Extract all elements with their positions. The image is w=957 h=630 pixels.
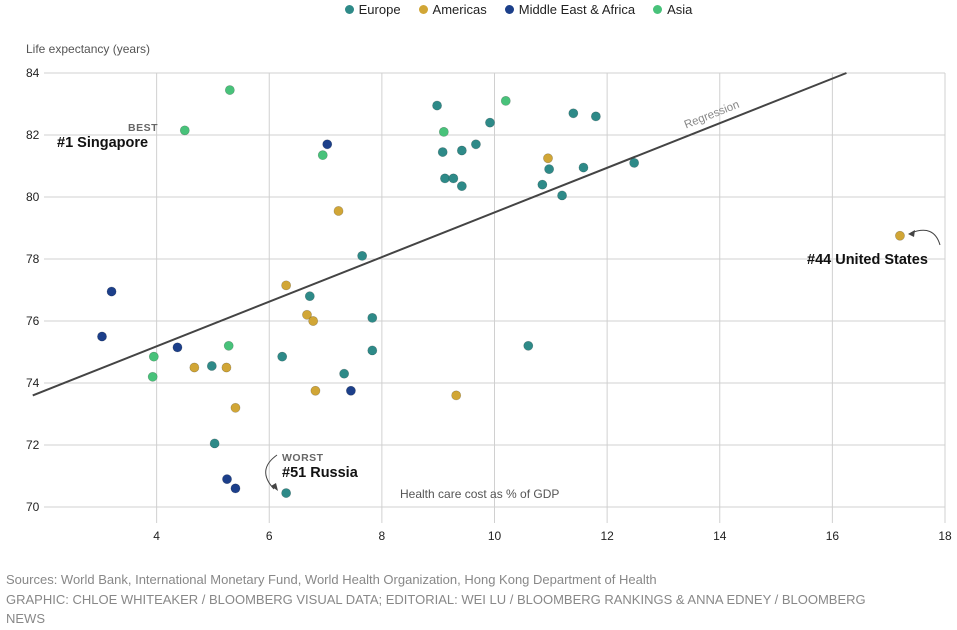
y-tick-label: 76	[26, 314, 40, 328]
point-americas[interactable]	[189, 362, 200, 373]
point-europe[interactable]	[578, 162, 589, 173]
point-europe[interactable]	[339, 368, 350, 379]
legend-item-americas[interactable]: Americas	[418, 0, 487, 18]
point-europe[interactable]	[568, 108, 579, 119]
x-tick-label: 18	[938, 529, 952, 543]
gridlines	[44, 72, 946, 523]
us-country-label: #44 United States	[807, 252, 928, 268]
point-americas[interactable]	[543, 153, 553, 164]
point-europe[interactable]	[557, 190, 567, 201]
point-americas[interactable]	[302, 309, 312, 320]
footer: Sources: World Bank, International Monet…	[6, 570, 906, 629]
x-axis-title: Health care cost as % of GDP	[400, 487, 559, 501]
y-tick-label: 70	[26, 500, 40, 514]
legend-label-europe: Europe	[358, 1, 401, 17]
worst-country-label: #51 Russia	[282, 465, 359, 481]
y-axis-title: Life expectancy (years)	[26, 42, 150, 56]
point-europe[interactable]	[206, 361, 217, 371]
point-americas[interactable]	[281, 280, 292, 291]
point-asia[interactable]	[224, 85, 235, 95]
point-europe[interactable]	[281, 488, 292, 498]
best-label: BEST	[128, 122, 158, 134]
point-asia[interactable]	[179, 125, 190, 136]
point-asia[interactable]	[500, 96, 511, 106]
point-europe[interactable]	[544, 164, 555, 174]
point-americas[interactable]	[221, 362, 232, 373]
point-europe[interactable]	[456, 181, 467, 192]
point-middle-east-africa[interactable]	[97, 331, 107, 342]
legend-swatch-middle-east-africa	[504, 4, 514, 14]
point-americas[interactable]	[451, 390, 462, 401]
x-tick-label: 6	[266, 529, 273, 543]
point-middle-east-africa[interactable]	[346, 385, 356, 396]
legend-item-middle-east-africa[interactable]: Middle East & Africa	[504, 0, 636, 18]
y-tick-label: 84	[26, 66, 40, 80]
point-americas[interactable]	[310, 385, 321, 396]
point-europe[interactable]	[537, 179, 548, 190]
point-middle-east-africa[interactable]	[222, 474, 232, 484]
legend-item-europe[interactable]: Europe	[344, 0, 401, 18]
point-europe[interactable]	[471, 139, 481, 150]
legend-label-middle-east-africa: Middle East & Africa	[518, 1, 636, 17]
y-tick-label: 80	[26, 190, 40, 204]
x-tick-label: 16	[826, 529, 840, 543]
point-asia[interactable]	[148, 351, 159, 362]
legend-swatch-asia	[653, 4, 663, 14]
point-middle-east-africa[interactable]	[230, 483, 241, 494]
legend-label-asia: Asia	[667, 1, 693, 17]
point-asia[interactable]	[147, 371, 158, 382]
point-americas[interactable]	[333, 206, 344, 216]
x-tick-label: 8	[379, 529, 386, 543]
point-europe[interactable]	[523, 340, 534, 351]
point-americas[interactable]	[230, 402, 241, 413]
legend-swatch-americas	[418, 4, 428, 14]
legend-label-americas: Americas	[432, 1, 487, 17]
legend-swatch-europe	[344, 4, 354, 14]
x-tick-label: 10	[488, 529, 502, 543]
credits-text: GRAPHIC: CHLOE WHITEAKER / BLOOMBERG VIS…	[6, 591, 866, 627]
point-europe[interactable]	[437, 147, 448, 157]
y-tick-label: 82	[26, 128, 40, 142]
point-europe[interactable]	[432, 100, 442, 111]
point-europe[interactable]	[448, 173, 459, 184]
point-americas[interactable]	[308, 316, 319, 326]
point-europe[interactable]	[209, 438, 220, 449]
us-arrow-head	[908, 230, 915, 237]
regression-line	[32, 72, 847, 397]
point-europe[interactable]	[367, 312, 378, 323]
y-tick-label: 74	[26, 376, 40, 390]
x-tick-label: 4	[153, 529, 160, 543]
point-asia[interactable]	[223, 340, 234, 351]
y-tick-label: 72	[26, 438, 40, 452]
legend-item-asia[interactable]: Asia	[653, 0, 692, 18]
point-asia[interactable]	[438, 126, 449, 137]
us-arrow	[910, 229, 941, 246]
point-middle-east-africa[interactable]	[106, 286, 117, 297]
worst-arrow-head	[271, 483, 278, 491]
worst-label: WORST	[282, 452, 324, 464]
point-europe[interactable]	[629, 157, 640, 168]
x-tick-label: 12	[600, 529, 614, 543]
point-europe[interactable]	[456, 145, 467, 156]
y-tick-label: 78	[26, 252, 40, 266]
point-asia[interactable]	[317, 150, 328, 161]
legend: Europe Americas Middle East & Africa Asi…	[0, 0, 957, 18]
point-europe[interactable]	[357, 250, 368, 261]
point-middle-east-africa[interactable]	[322, 139, 333, 150]
sources-text: Sources: World Bank, International Monet…	[6, 572, 657, 587]
point-europe[interactable]	[304, 291, 315, 302]
data-points	[97, 85, 905, 498]
point-europe[interactable]	[277, 351, 288, 362]
x-tick-label: 14	[713, 529, 727, 543]
point-europe[interactable]	[440, 173, 450, 184]
scatter-chart: Life expectancy (years) Health care cost…	[26, 42, 952, 543]
point-middle-east-africa[interactable]	[172, 342, 183, 353]
point-europe[interactable]	[367, 345, 378, 356]
point-europe[interactable]	[590, 111, 601, 122]
point-americas[interactable]	[895, 230, 905, 241]
point-europe[interactable]	[485, 117, 495, 128]
best-country-label: #1 Singapore	[57, 135, 148, 151]
